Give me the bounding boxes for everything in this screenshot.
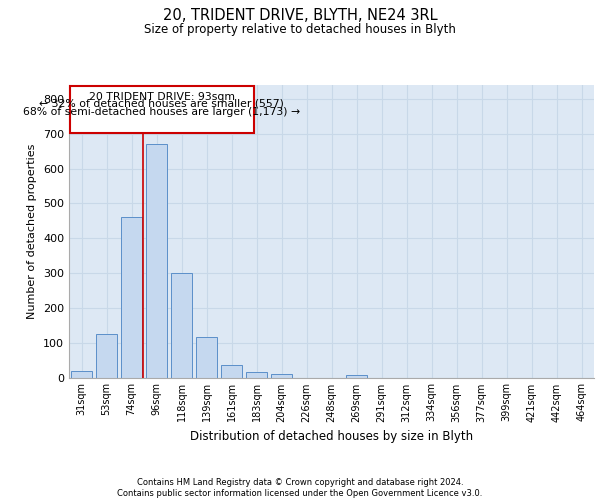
FancyBboxPatch shape xyxy=(70,86,254,132)
Text: Size of property relative to detached houses in Blyth: Size of property relative to detached ho… xyxy=(144,22,456,36)
X-axis label: Distribution of detached houses by size in Blyth: Distribution of detached houses by size … xyxy=(190,430,473,443)
Bar xyxy=(96,334,117,378)
Text: 20 TRIDENT DRIVE: 93sqm: 20 TRIDENT DRIVE: 93sqm xyxy=(89,92,235,102)
Y-axis label: Number of detached properties: Number of detached properties xyxy=(28,144,37,319)
Bar xyxy=(121,218,142,378)
Bar xyxy=(71,371,92,378)
Text: ← 32% of detached houses are smaller (557): ← 32% of detached houses are smaller (55… xyxy=(40,99,284,109)
Text: 20, TRIDENT DRIVE, BLYTH, NE24 3RL: 20, TRIDENT DRIVE, BLYTH, NE24 3RL xyxy=(163,8,437,22)
Bar xyxy=(221,366,242,378)
Bar xyxy=(346,374,367,378)
Bar xyxy=(146,144,167,378)
Text: 68% of semi-detached houses are larger (1,173) →: 68% of semi-detached houses are larger (… xyxy=(23,106,301,117)
Bar xyxy=(196,338,217,378)
Bar xyxy=(271,374,292,378)
Text: Contains HM Land Registry data © Crown copyright and database right 2024.
Contai: Contains HM Land Registry data © Crown c… xyxy=(118,478,482,498)
Bar xyxy=(171,273,192,378)
Bar xyxy=(246,372,267,378)
